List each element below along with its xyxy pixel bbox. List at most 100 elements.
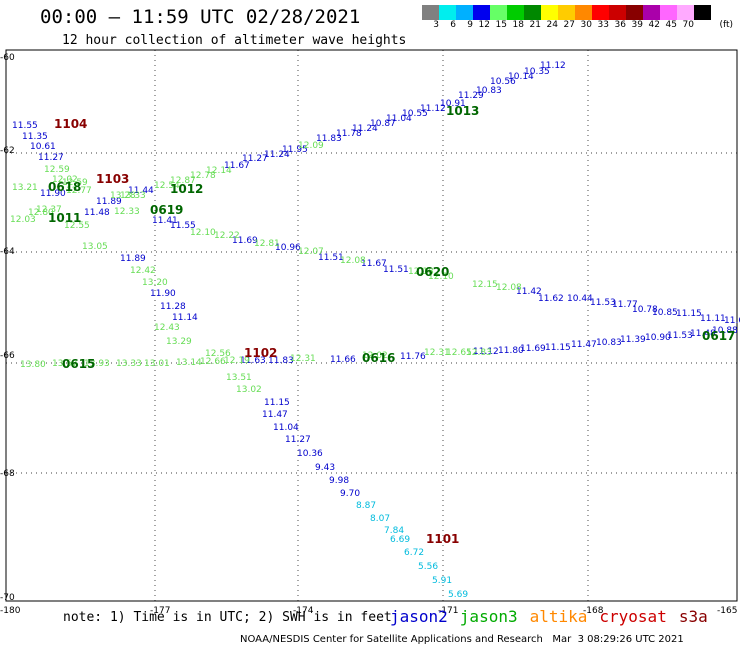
legend-label: 24 [546,20,558,30]
lon-tick-label: -165 [717,606,737,616]
jason3-swh-label: 12.02 [52,175,78,185]
jason2-swh-label: 11.27 [285,435,311,445]
legend-unit: (ft) [719,20,733,30]
jason3-swh-label: 13.14 [176,358,202,368]
jason2-swh-label: 11.04 [273,423,299,433]
jason3-swh-label: 12.09 [298,141,324,151]
jason2-swh-label: 10.83 [596,338,622,348]
legend-swatch [490,5,507,20]
lat-tick-label: -60 [0,53,15,63]
pass-time-label: 0620 [416,265,449,279]
jason3-swh-label: 13.20 [142,278,168,288]
jason2-swh-label: 11.29 [458,91,484,101]
legend-swatch [558,5,575,20]
jason2-swh-label: 10.56 [490,77,516,87]
jason3-swh-label: 12.65 [446,348,472,358]
jason2-swh-label: 11.77 [612,300,638,310]
jason2-swh-label: 11.53 [590,298,616,308]
legend-swatch [609,5,626,20]
jason2-swh-label: 11.39 [620,335,646,345]
jason3-swh-label: 12.22 [214,231,240,241]
page-title: 00:00 – 11:59 UTC 02/28/2021 [40,6,361,28]
jason2-swh-label: 11.67 [224,161,250,171]
jason2-swh-label: 11.55 [170,221,196,231]
satellite-legend: jason2 jason3 altika cryosat s3a [390,607,708,626]
jason3-swh-label: 12.14 [206,166,232,176]
jason3-swh-label: 12.77 [66,186,92,196]
jason2-swh-label: 11.95 [282,145,308,155]
legend-label: 15 [495,20,507,30]
jason2-swh-label: 10.78 [632,305,658,315]
jason2-swh-label: 11.42 [516,287,542,297]
satellite-jason2: jason2 [390,607,448,626]
legend-label: 30 [580,20,592,30]
jason2-swh-label: 11.89 [96,197,122,207]
jason3-swh-label: 13.33 [116,359,142,369]
swh-label: 6.69 [390,535,410,545]
jason3-swh-label: 12.78 [190,171,216,181]
jason2-swh-label: 11.67 [361,259,387,269]
pass-time-label: 1012 [170,182,203,196]
jason3-swh-label: 12.02 [362,351,388,361]
jason2-swh-label: 11.35 [22,132,48,142]
jason2-swh-label: 10.88 [712,326,738,336]
legend-swatch [507,5,524,20]
legend-swatch [541,5,558,20]
footer-credit: NOAA/NESDIS Center for Satellite Applica… [240,634,684,645]
legend-label: 9 [467,20,473,30]
jason3-swh-label: 13.51 [226,373,252,383]
swh-label: 6.72 [404,548,424,558]
legend-swatch [456,5,473,20]
jason2-swh-label: 11.15 [676,309,702,319]
jason2-swh-label: 11.76 [400,352,426,362]
jason2-swh-label: 10.61 [30,142,56,152]
jason3-swh-label: 12.56 [205,349,231,359]
legend-label: 18 [512,20,524,30]
legend-label: 45 [665,20,677,30]
jason3-swh-label: 13.57 [52,359,78,369]
satellite-altika: altika [529,607,588,626]
lat-tick-label: -68 [0,469,15,479]
jason3-swh-label: 13.33 [120,191,146,201]
jason2-swh-label: 11.24 [352,124,378,134]
jason2-swh-label: 11.83 [268,356,294,366]
legend-swatch [439,5,456,20]
jason2-swh-label: 11.51 [318,253,344,263]
jason3-swh-label: 12.54 [154,181,180,191]
jason2-swh-label: 11.66 [330,355,356,365]
legend-label: 21 [529,20,541,30]
lon-tick-label: -177 [150,606,170,616]
jason2-swh-label: 10.44 [567,294,593,304]
jason2-swh-label: 11.78 [336,129,362,139]
pass-time-label: 1101 [426,532,459,546]
jason3-swh-label: 12.08 [496,283,522,293]
jason3-swh-label: 12.59 [62,178,88,188]
jason2-swh-label: 10.36 [297,449,323,459]
jason3-swh-label: 12.15 [472,280,498,290]
jason2-swh-label: 11.12 [473,347,499,357]
legend-swatch [592,5,609,20]
jason3-swh-label: 12.33 [114,207,140,217]
jason2-swh-label: 10.55 [402,109,428,119]
legend-swatch [422,5,439,20]
satellite-s3a: s3a [678,607,708,626]
legend-label: 12 [478,20,490,30]
lat-tick-label: -70 [0,593,15,603]
timestamp-text: Mar 3 08:29:26 UTC 2021 [552,634,684,645]
jason3-swh-label: 12.83 [466,348,492,358]
jason2-swh-label: 10.87 [370,119,396,129]
jason3-swh-label: 12.31 [424,348,450,358]
jason2-swh-label: 10.83 [476,86,502,96]
pass-time-label: 0619 [150,203,183,217]
jason2-swh-label: 11.48 [690,329,716,339]
jason2-swh-label: 11.15 [264,398,290,408]
jason2-swh-label: 11.51 [383,265,409,275]
swh-label: 5.56 [418,562,438,572]
jason3-swh-label: 13.01 [144,359,170,369]
legend-swatch [660,5,677,20]
jason2-swh-label: 11.47 [262,410,288,420]
legend-label: 39 [631,20,643,30]
credit-text: NOAA/NESDIS Center for Satellite Applica… [240,634,543,645]
legend-label: 6 [450,20,456,30]
jason2-swh-label: 11.90 [150,289,176,299]
